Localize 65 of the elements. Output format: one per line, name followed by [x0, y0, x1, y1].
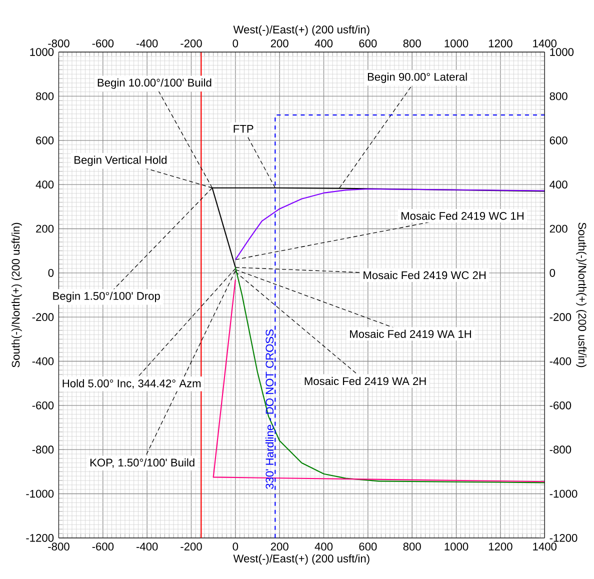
y-tick-label: 1000: [30, 48, 54, 56]
x2-tick-label: 400: [314, 542, 333, 550]
y-tick-label: 800: [36, 92, 54, 100]
x2-tick-label: 800: [403, 542, 421, 550]
x-tick-label: 400: [314, 39, 333, 48]
annotation: Mosaic Fed 2419 WA 1H: [350, 330, 471, 338]
annotation: Begin Vertical Hold: [74, 156, 166, 166]
annotation: FTP: [234, 124, 254, 132]
x2-tick-label: -200: [180, 542, 202, 550]
y2-tick-label: 1000: [550, 48, 574, 56]
annotation: Hold 5.00° Inc, 344.42° Azm: [62, 379, 201, 388]
x-tick-label: 200: [270, 39, 288, 48]
x2-tick-label: -600: [92, 542, 114, 550]
y2-tick-label: -600: [550, 401, 572, 410]
annotation: Begin 90.00° Lateral: [368, 72, 467, 83]
y-tick-label: -600: [32, 401, 54, 410]
x-tick-label: -800: [48, 39, 70, 48]
x2-tick-label: 1200: [488, 542, 512, 550]
x2-tick-label: 0: [232, 542, 238, 550]
y-tick-label: -200: [32, 313, 54, 321]
y2-tick-label: -400: [550, 357, 572, 366]
y2-tick-label: -200: [550, 313, 572, 321]
x-tick-label: -200: [180, 39, 202, 48]
y-tick-label: -1000: [26, 490, 54, 498]
y2-tick-label: 200: [550, 224, 568, 232]
x-tick-label: 600: [359, 39, 377, 48]
y2-tick-label: 0: [550, 268, 556, 277]
y-tick-label: -400: [32, 357, 54, 366]
x-tick-label: -600: [92, 39, 114, 48]
y2-axis-title: South(-)/North(+) (200 usft/in): [576, 222, 586, 367]
y-tick-label: -800: [32, 446, 54, 454]
x2-tick-label: -800: [48, 542, 70, 550]
y-tick-label: -1200: [26, 534, 54, 542]
x2-tick-label: -400: [136, 542, 158, 550]
y-tick-label: 600: [36, 136, 54, 144]
x-tick-label: 1000: [444, 39, 468, 48]
text: 330' Hardline - DO NOT CROSS: [265, 329, 274, 489]
y-tick-label: 200: [36, 224, 54, 232]
x2-tick-label: 1400: [533, 542, 557, 550]
annotation: Begin 10.00°/100' Build: [98, 78, 212, 89]
line-series: [234, 188, 546, 260]
annotation: Mosaic Fed 2419 WC 2H: [364, 270, 486, 279]
y2-tick-label: 600: [550, 136, 568, 144]
x2-tick-label: 1000: [444, 542, 468, 550]
y2-tick-label: -1200: [550, 534, 578, 542]
y-axis-title: South(-)/North(+) (200 usft/in): [12, 222, 22, 368]
x-tick-label: 800: [403, 39, 421, 48]
x2-tick-label: 200: [270, 542, 288, 550]
y-tick-label: 0: [48, 268, 54, 277]
annotation: Mosaic Fed 2419 WA 2H: [304, 376, 426, 385]
annotation: Begin 1.50°/100' Drop: [53, 292, 160, 302]
y2-tick-label: 400: [550, 180, 568, 188]
x-tick-label: 1200: [488, 39, 512, 48]
x-axis-title: West(-)/East(+) (200 usft/in): [233, 554, 370, 564]
annotation: Mosaic Fed 2419 WC 1H: [402, 212, 524, 220]
x-tick-label: 1400: [533, 39, 557, 48]
x2-axis-title: West(-)/East(+) (200 usft/in): [233, 25, 370, 36]
annotation: KOP, 1.50°/100' Build: [90, 458, 194, 468]
y2-tick-label: -800: [550, 446, 572, 454]
x-tick-label: 0: [232, 39, 238, 48]
x-tick-label: -400: [136, 39, 158, 48]
y2-tick-label: -1000: [550, 490, 578, 498]
y-tick-label: 400: [36, 180, 54, 188]
x2-tick-label: 600: [359, 542, 377, 550]
y2-tick-label: 800: [550, 92, 568, 100]
